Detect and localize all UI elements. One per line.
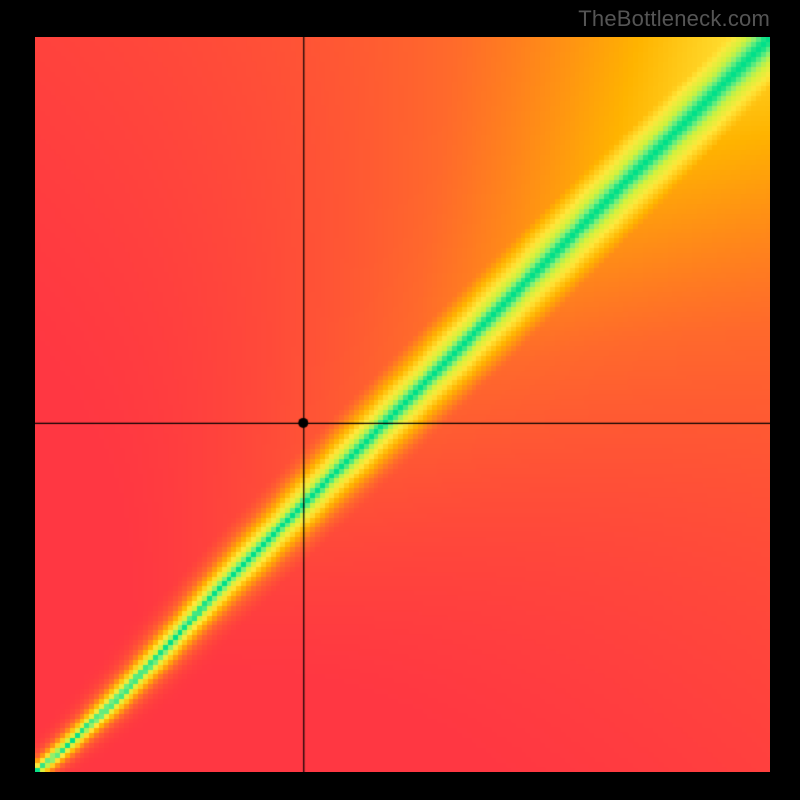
watermark-text: TheBottleneck.com (578, 6, 770, 32)
chart-container: TheBottleneck.com (0, 0, 800, 800)
bottleneck-heatmap (35, 37, 770, 772)
